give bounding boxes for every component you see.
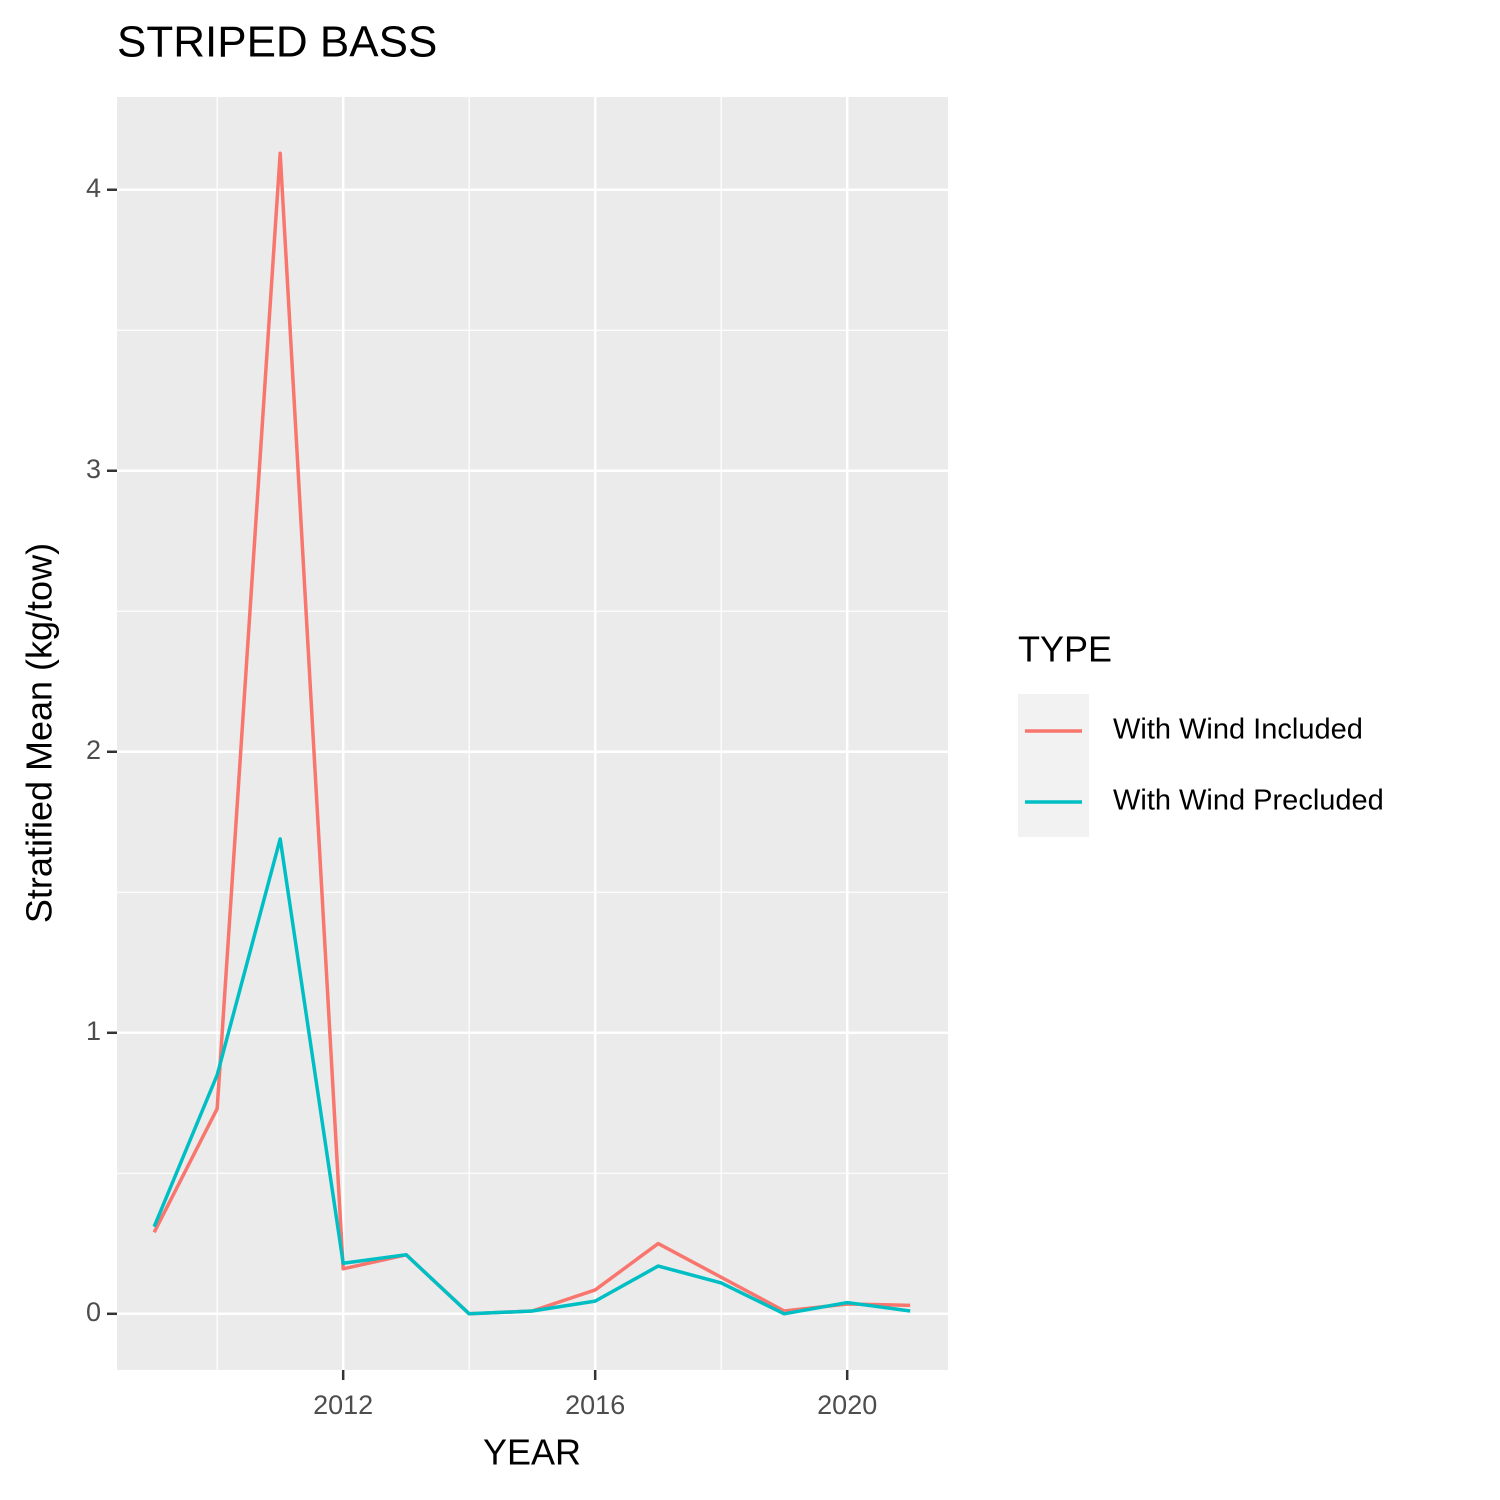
y-tick-label: 2 — [86, 735, 101, 765]
x-tick-label: 2012 — [313, 1390, 373, 1420]
y-tick-label: 0 — [86, 1297, 101, 1327]
legend-title: TYPE — [1018, 629, 1112, 670]
plot-panel — [117, 97, 948, 1370]
x-tick-label: 2016 — [565, 1390, 625, 1420]
y-tick-label: 4 — [86, 173, 101, 203]
x-axis-title: YEAR — [483, 1432, 581, 1473]
legend-label: With Wind Included — [1113, 714, 1363, 746]
x-tick-label: 2020 — [817, 1390, 877, 1420]
y-axis-title: Stratified Mean (kg/tow) — [19, 543, 60, 923]
legend-label: With Wind Precluded — [1113, 785, 1384, 817]
y-tick-label: 1 — [86, 1016, 101, 1046]
y-tick-label: 3 — [86, 454, 101, 484]
data-line — [152, 837, 911, 1316]
legend-key-background — [1018, 694, 1089, 837]
chart-title: STRIPED BASS — [117, 18, 437, 67]
